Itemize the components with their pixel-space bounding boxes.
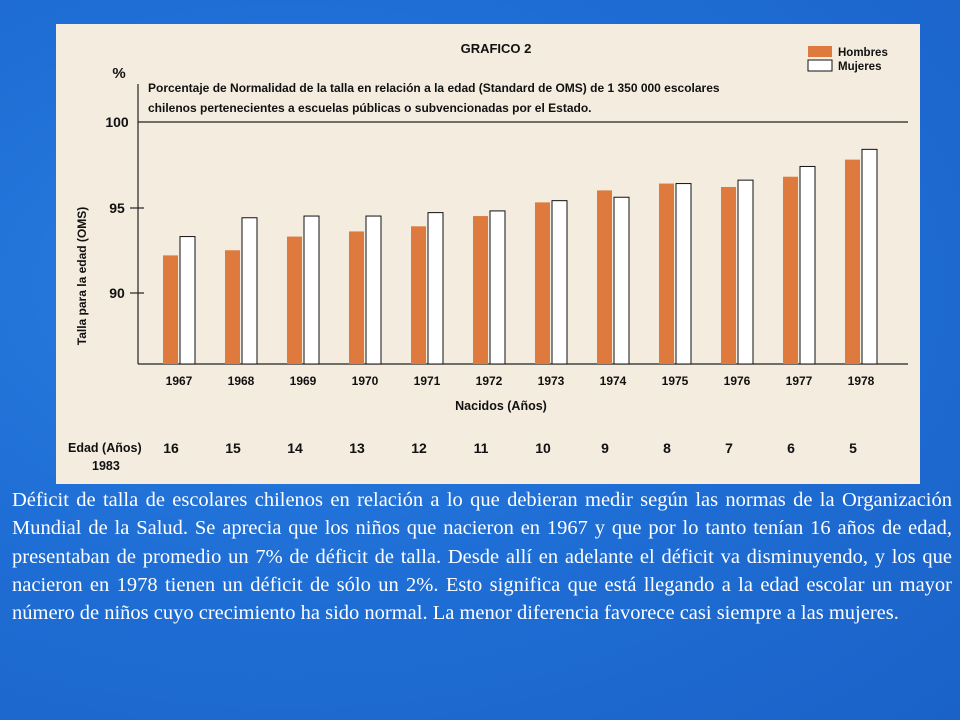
chart-title: GRAFICO 2 xyxy=(461,41,532,56)
bar-mujeres-1977 xyxy=(799,165,816,365)
bar-mujeres-1968 xyxy=(241,217,258,365)
bar-mujeres-1974 xyxy=(613,196,630,365)
age-value-1978: 5 xyxy=(849,440,857,456)
age-row-label-line2: 1983 xyxy=(92,459,120,473)
bar-hombres-1975 xyxy=(659,183,674,364)
bar-mujeres-1978 xyxy=(861,148,878,365)
legend-label-mujeres: Mujeres xyxy=(838,61,881,73)
age-value-1968: 15 xyxy=(225,440,241,456)
x-tick-label-1975: 1975 xyxy=(662,374,689,388)
bar-hombres-1978 xyxy=(845,159,860,364)
legend-swatch-mujeres xyxy=(807,59,833,72)
bar-mujeres-1976 xyxy=(737,179,754,365)
bar-hombres-1967 xyxy=(163,255,178,364)
age-value-1971: 12 xyxy=(411,440,427,456)
bar-chart: GRAFICO 2 % Porcentaje de Normalidad de … xyxy=(68,41,908,473)
bar-hombres-1973 xyxy=(535,202,550,364)
age-value-1967: 16 xyxy=(163,440,179,456)
x-tick-label-1976: 1976 xyxy=(724,374,751,388)
bar-mujeres-1967 xyxy=(179,236,196,365)
x-tick-label-1969: 1969 xyxy=(290,374,317,388)
bar-hombres-1971 xyxy=(411,226,426,364)
x-axis-title: Nacidos (Años) xyxy=(455,399,547,413)
y-tick-label-100: 100 xyxy=(105,114,129,130)
bar-hombres-1972 xyxy=(473,216,488,364)
bar-mujeres-1975 xyxy=(675,183,692,365)
chart-subtitle-line1: Porcentaje de Normalidad de la talla en … xyxy=(148,81,720,95)
legend-swatch-hombres xyxy=(808,46,832,57)
x-tick-labels: 1967 1968 1969 1970 1971 1972 1973 1974 1975 1976… xyxy=(166,374,875,388)
x-tick-label-1970: 1970 xyxy=(352,374,379,388)
chart-subtitle-line2: chilenos pertenecientes a escuelas públi… xyxy=(148,101,592,115)
y-axis-title: Talla para la edad (OMS) xyxy=(75,207,89,345)
x-tick-label-1972: 1972 xyxy=(476,374,503,388)
y-tick-label-95: 95 xyxy=(109,200,125,216)
bar-hombres-1976 xyxy=(721,186,736,364)
legend-label-hombres: Hombres xyxy=(838,47,888,59)
x-tick-label-1968: 1968 xyxy=(228,374,255,388)
bar-hombres-1977 xyxy=(783,176,798,364)
age-value-1970: 13 xyxy=(349,440,365,456)
bar-hombres-1970 xyxy=(349,231,364,364)
bar-mujeres-1971 xyxy=(427,212,444,365)
age-value-1976: 7 xyxy=(725,440,733,456)
y-unit-label: % xyxy=(112,65,125,82)
age-value-1973: 10 xyxy=(535,440,551,456)
x-tick-label-1978: 1978 xyxy=(848,374,875,388)
bar-mujeres-1972 xyxy=(489,210,506,365)
bar-mujeres-1973 xyxy=(551,200,568,365)
age-values: 16 15 14 13 12 11 10 9 8 7 6 5 xyxy=(163,440,857,456)
age-value-1972: 11 xyxy=(474,440,489,456)
bar-hombres-1969 xyxy=(287,236,302,364)
slide-caption: Déficit de talla de escolares chilenos e… xyxy=(12,489,952,625)
bar-hombres-1968 xyxy=(225,250,240,364)
x-tick-label-1974: 1974 xyxy=(600,374,627,388)
age-value-1977: 6 xyxy=(787,440,795,456)
bar-hombres-1974 xyxy=(597,190,612,364)
bar-mujeres-1970 xyxy=(365,215,382,365)
bars-group xyxy=(163,148,878,365)
legend: Hombres Mujeres xyxy=(807,46,888,73)
x-tick-label-1973: 1973 xyxy=(538,374,565,388)
age-value-1975: 8 xyxy=(663,440,671,456)
age-row-label-line1: Edad (Años) xyxy=(68,441,142,455)
y-tick-label-90: 90 xyxy=(109,285,125,301)
x-tick-label-1971: 1971 xyxy=(414,374,441,388)
x-tick-label-1967: 1967 xyxy=(166,374,193,388)
x-tick-label-1977: 1977 xyxy=(786,374,813,388)
chart-figure: GRAFICO 2 % Porcentaje de Normalidad de … xyxy=(56,24,920,484)
age-value-1974: 9 xyxy=(601,440,609,456)
age-value-1969: 14 xyxy=(287,440,303,456)
bar-mujeres-1969 xyxy=(303,215,320,365)
